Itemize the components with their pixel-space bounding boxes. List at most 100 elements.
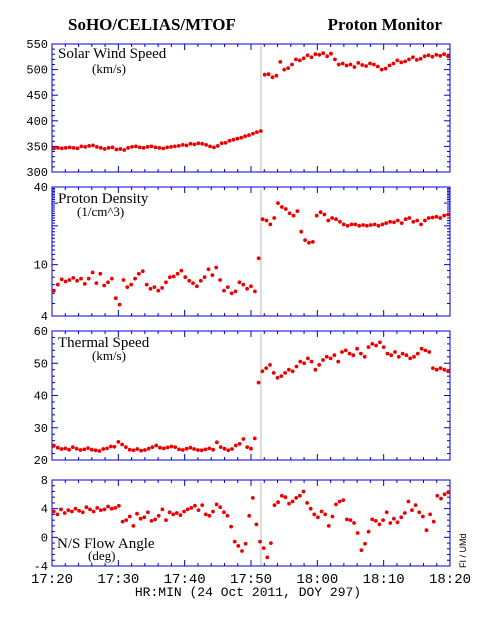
data-point [341, 498, 346, 502]
data-point [251, 131, 255, 136]
data-point [196, 141, 201, 146]
data-point [177, 447, 181, 452]
data-point [255, 130, 259, 135]
data-point [427, 350, 432, 354]
panel-density: 4 10 40 Proton Density(1/cm^3) [34, 181, 451, 324]
data-point [237, 442, 242, 446]
data-point [137, 271, 141, 276]
data-point [426, 53, 431, 58]
data-point [276, 500, 280, 505]
data-point [73, 506, 78, 511]
data-point [55, 282, 60, 287]
panel-title: Solar Wind Speed [58, 46, 167, 62]
data-point [372, 62, 376, 67]
data-point [77, 508, 81, 513]
data-point [90, 270, 95, 275]
data-point [78, 448, 83, 452]
data-point [127, 514, 132, 519]
data-point [305, 53, 310, 58]
data-point [271, 371, 276, 375]
data-point [392, 220, 396, 225]
data-point [211, 509, 215, 514]
data-point [334, 217, 338, 222]
data-point [89, 447, 94, 452]
data-point [446, 369, 450, 374]
data-point [317, 52, 322, 57]
data-point [302, 361, 306, 366]
data-point [430, 54, 435, 59]
y-tick-label: 300 [26, 166, 48, 180]
data-point [418, 56, 423, 61]
data-point [247, 513, 252, 518]
data-point [308, 506, 313, 511]
data-point [413, 503, 418, 507]
data-point [83, 145, 88, 149]
y-tick-label: 40 [34, 390, 48, 404]
data-point [256, 380, 261, 385]
data-point [55, 512, 60, 517]
data-point [329, 51, 333, 56]
data-point [131, 448, 136, 453]
data-point [106, 504, 110, 509]
data-point [82, 282, 87, 286]
data-point [419, 346, 424, 351]
data-point [446, 490, 451, 495]
data-point [218, 505, 223, 510]
data-point [336, 359, 341, 364]
data-point [51, 509, 56, 514]
data-point [442, 52, 446, 57]
data-point [102, 507, 107, 512]
data-point [321, 51, 326, 56]
data-point [395, 218, 400, 223]
data-point [395, 520, 400, 525]
data-point [319, 509, 324, 514]
data-point [442, 367, 447, 372]
data-point [184, 143, 189, 148]
x-tick-label: 18:10 [363, 572, 405, 588]
data-point [274, 73, 279, 78]
data-point [160, 507, 165, 512]
data-point [286, 66, 290, 70]
data-point [254, 522, 259, 527]
data-point [344, 63, 349, 68]
data-point [200, 141, 205, 146]
data-point [384, 221, 389, 226]
data-point [243, 134, 248, 139]
data-point [407, 216, 412, 220]
data-point [438, 216, 443, 220]
data-point [222, 288, 226, 293]
data-point [385, 351, 390, 356]
data-point [377, 522, 382, 527]
data-point [376, 223, 381, 228]
y-tick-label: 450 [26, 89, 48, 103]
data-point [299, 229, 304, 234]
data-point [226, 448, 231, 453]
data-point [98, 146, 103, 150]
data-point [62, 511, 67, 515]
data-point [312, 512, 317, 517]
data-point [345, 223, 350, 228]
data-point [325, 54, 329, 59]
data-point [278, 60, 283, 64]
x-axis-label: HR:MIN (24 Oct 2011, DOY 297) [135, 585, 361, 600]
chart-header-right: Proton Monitor [328, 15, 443, 34]
data-point [125, 285, 130, 289]
data-point [265, 555, 270, 560]
data-point [148, 286, 153, 291]
data-point [120, 519, 125, 524]
data-point [309, 55, 314, 60]
data-point [180, 143, 185, 147]
data-point [349, 222, 354, 227]
data-point [126, 146, 130, 150]
data-point [153, 517, 158, 522]
data-point [173, 445, 178, 449]
data-point [431, 519, 436, 524]
data-point [317, 363, 322, 367]
data-point [124, 445, 128, 449]
data-point [143, 448, 147, 452]
data-point [283, 371, 287, 375]
data-point [295, 209, 300, 214]
data-point [336, 62, 341, 67]
data-point [240, 549, 244, 553]
data-point [332, 353, 337, 358]
